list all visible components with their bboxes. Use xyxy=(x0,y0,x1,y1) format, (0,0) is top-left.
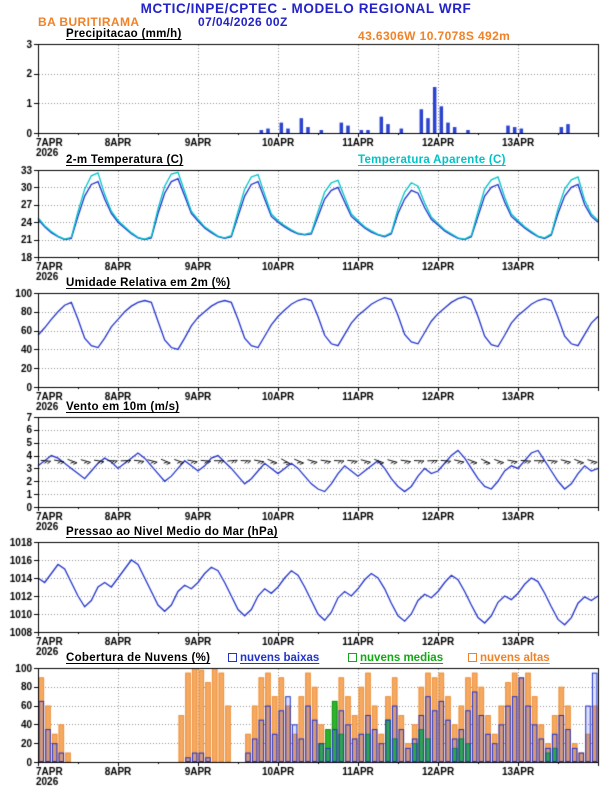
panel-title-wind: Vento em 10m (m/s) xyxy=(66,401,180,413)
legend-mid-clouds: nuvens medias xyxy=(348,652,443,664)
panel-title-pressure: Pressao ao Nivel Medio do Mar (hPa) xyxy=(66,526,278,538)
legend-label-low-clouds: nuvens baixas xyxy=(240,652,320,664)
panel-title-precipitation: Precipitacao (mm/h) xyxy=(66,28,182,40)
legend-high-clouds: nuvens altas xyxy=(468,652,550,664)
precipitation-chart-canvas xyxy=(0,38,612,159)
wind-chart-canvas xyxy=(0,411,612,533)
legend-low-clouds: nuvens baixas xyxy=(228,652,319,664)
header-title: MCTIC/INPE/CPTEC - MODELO REGIONAL WRF xyxy=(140,1,472,16)
humidity-chart-canvas xyxy=(0,287,612,413)
legend-box-mid-clouds xyxy=(348,653,357,662)
station-label: BA BURITIRAMA xyxy=(38,15,140,29)
panel-title-temperature: 2-m Temperatura (C) xyxy=(66,154,184,166)
legend-label-mid-clouds: nuvens medias xyxy=(360,652,444,664)
pressure-chart-canvas xyxy=(0,536,612,658)
cloud-cover-chart-canvas xyxy=(0,662,612,788)
panel-title-humidity: Umidade Relativa em 2m (%) xyxy=(66,277,231,289)
run-datetime-label: 07/04/2026 00Z xyxy=(198,15,288,29)
panel-title-cloud-cover: Cobertura de Nuvens (%) xyxy=(66,652,211,664)
legend-label-high-clouds: nuvens altas xyxy=(480,652,550,664)
legend-box-high-clouds xyxy=(468,653,477,662)
apparent-temperature-legend: Temperatura Aparente (C) xyxy=(358,154,506,166)
temperature-chart-canvas xyxy=(0,164,612,283)
legend-box-low-clouds xyxy=(228,653,237,662)
